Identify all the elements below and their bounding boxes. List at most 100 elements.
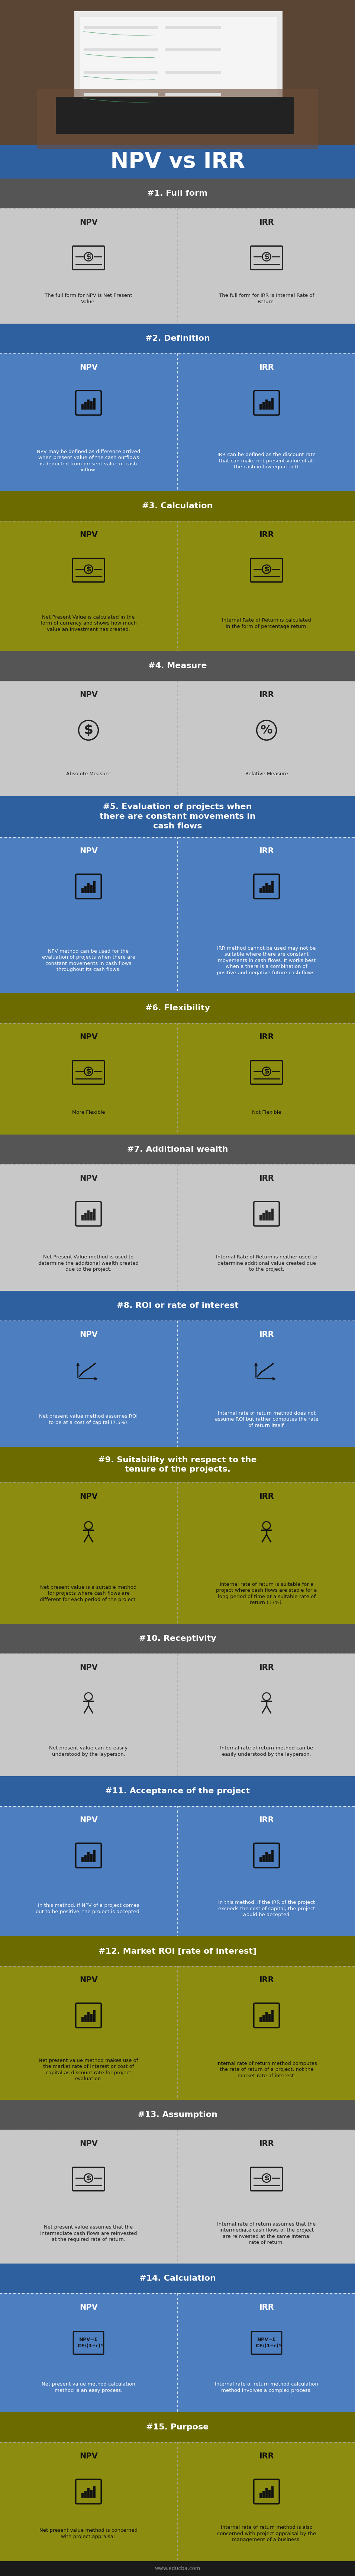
Text: #14. Calculation: #14. Calculation (139, 2275, 216, 2282)
Bar (260, 404, 262, 410)
Text: $: $ (264, 252, 269, 260)
Bar (87, 2012, 89, 2022)
Text: #8. ROI or rate of interest: #8. ROI or rate of interest (116, 1301, 239, 1309)
Text: NPV may be defined as difference arrived
when present value of the cash outflows: NPV may be defined as difference arrived… (37, 448, 140, 471)
Text: NPV method can be used for the
evaluation of projects when there are
constant mo: NPV method can be used for the evaluatio… (42, 948, 135, 971)
Bar (266, 1211, 268, 1221)
Bar (84, 93, 158, 95)
Bar (263, 402, 264, 410)
Text: Internal rate of return method can be
easily understood by the layperson.: Internal rate of return method can be ea… (220, 1747, 313, 1757)
Bar (272, 2009, 273, 2022)
Text: www.educba.com: www.educba.com (155, 2566, 200, 2571)
Text: NPV: NPV (80, 1664, 98, 1672)
Text: Net present value method makes use of
the market rate of interest or cost of
cap: Net present value method makes use of th… (39, 2058, 138, 2081)
Text: NPV: NPV (80, 1332, 98, 1340)
Bar (91, 1855, 92, 1862)
Bar (56, 98, 294, 134)
Text: IRR: IRR (259, 1816, 274, 1824)
Bar (0, 837, 355, 994)
Bar (0, 652, 355, 680)
Bar (272, 1850, 273, 1862)
Text: #12. Market ROI [rate of interest]: #12. Market ROI [rate of interest] (98, 1947, 257, 1955)
Text: IRR: IRR (259, 2141, 274, 2148)
Text: $: $ (86, 2174, 91, 2182)
Bar (0, 2293, 355, 2411)
Bar (87, 1852, 89, 1862)
Bar (93, 1208, 95, 1221)
Bar (263, 1213, 264, 1221)
Text: NPV: NPV (80, 848, 98, 855)
Text: IRR: IRR (259, 848, 274, 855)
Text: #9. Suitability with respect to the
tenure of the projects.: #9. Suitability with respect to the tenu… (98, 1455, 257, 1473)
Bar (0, 2130, 355, 2264)
Bar (91, 886, 92, 894)
Bar (263, 2491, 264, 2499)
Text: Net present value is a suitable method
for projects where cash flows are
differe: Net present value is a suitable method f… (40, 1584, 137, 1602)
Text: #3. Calculation: #3. Calculation (142, 502, 213, 510)
Bar (82, 1857, 83, 1862)
Text: Net present value assumes that the
intermediate cash flows are reinvested
at the: Net present value assumes that the inter… (40, 2226, 137, 2241)
Bar (0, 1481, 355, 1623)
Bar (0, 1133, 355, 1164)
Bar (84, 1855, 87, 1862)
Text: NPV: NPV (80, 2303, 98, 2311)
Bar (87, 2488, 89, 2499)
Bar (91, 402, 92, 410)
Text: #11. Acceptance of the project: #11. Acceptance of the project (105, 1788, 250, 1795)
Bar (0, 1806, 355, 1937)
Bar (272, 397, 273, 410)
Text: NPV: NPV (80, 690, 98, 698)
Bar (84, 402, 87, 410)
Text: $: $ (84, 724, 93, 737)
Bar (266, 2012, 268, 2022)
Bar (82, 2494, 83, 2499)
Text: Internal rate of return assumes that the
intermediate cash flows of the project
: Internal rate of return assumes that the… (217, 2221, 316, 2246)
Text: NPV: NPV (80, 1492, 98, 1499)
Bar (0, 2099, 355, 2130)
Text: NPV: NPV (80, 1175, 98, 1182)
Bar (84, 70, 158, 75)
Text: IRR: IRR (259, 1976, 274, 1984)
Bar (268, 886, 271, 894)
Bar (260, 2017, 262, 2022)
Bar (93, 881, 95, 894)
Bar (266, 399, 268, 410)
Bar (0, 2411, 355, 2442)
Text: IRR: IRR (259, 1492, 274, 1499)
Text: NPV vs IRR: NPV vs IRR (110, 152, 245, 173)
Text: IRR: IRR (259, 1664, 274, 1672)
Bar (93, 1850, 95, 1862)
Bar (91, 2491, 92, 2499)
Text: #2. Definition: #2. Definition (145, 335, 210, 343)
Bar (82, 2017, 83, 2022)
Bar (0, 2442, 355, 2561)
Bar (37, 90, 318, 149)
Bar (260, 2494, 262, 2499)
Text: #15. Purpose: #15. Purpose (146, 2424, 209, 2432)
Text: #4. Measure: #4. Measure (148, 662, 207, 670)
Text: NPV=Σ
  CF/(1+r)ⁿ: NPV=Σ CF/(1+r)ⁿ (252, 2336, 281, 2349)
Text: Internal rate of return method calculation
method involves a complex process.: Internal rate of return method calculati… (215, 2383, 318, 2393)
Bar (82, 1216, 83, 1221)
Text: NPV: NPV (80, 363, 98, 371)
Text: The full form for NPV is Net Present
Value.: The full form for NPV is Net Present Val… (45, 294, 132, 304)
Text: #6. Flexibility: #6. Flexibility (145, 1005, 210, 1012)
Bar (0, 680, 355, 796)
Text: NPV: NPV (80, 2141, 98, 2148)
Bar (260, 1857, 262, 1862)
Bar (0, 1448, 355, 1481)
Bar (0, 994, 355, 1023)
Text: %: % (261, 724, 273, 737)
Bar (266, 884, 268, 894)
Text: Not Flexible: Not Flexible (252, 1110, 281, 1115)
Text: #13. Assumption: #13. Assumption (138, 2110, 217, 2117)
Bar (266, 1852, 268, 1862)
Text: Net present value method calculation
method is an easy process.: Net present value method calculation met… (42, 2383, 135, 2393)
Bar (0, 1623, 355, 1654)
Bar (272, 1208, 273, 1221)
Text: In this method, if the IRR of the project
exceeds the cost of capital, the proje: In this method, if the IRR of the projec… (218, 1901, 315, 1917)
Bar (0, 1965, 355, 2099)
Bar (0, 1321, 355, 1448)
Bar (0, 520, 355, 652)
Bar (272, 2486, 273, 2499)
